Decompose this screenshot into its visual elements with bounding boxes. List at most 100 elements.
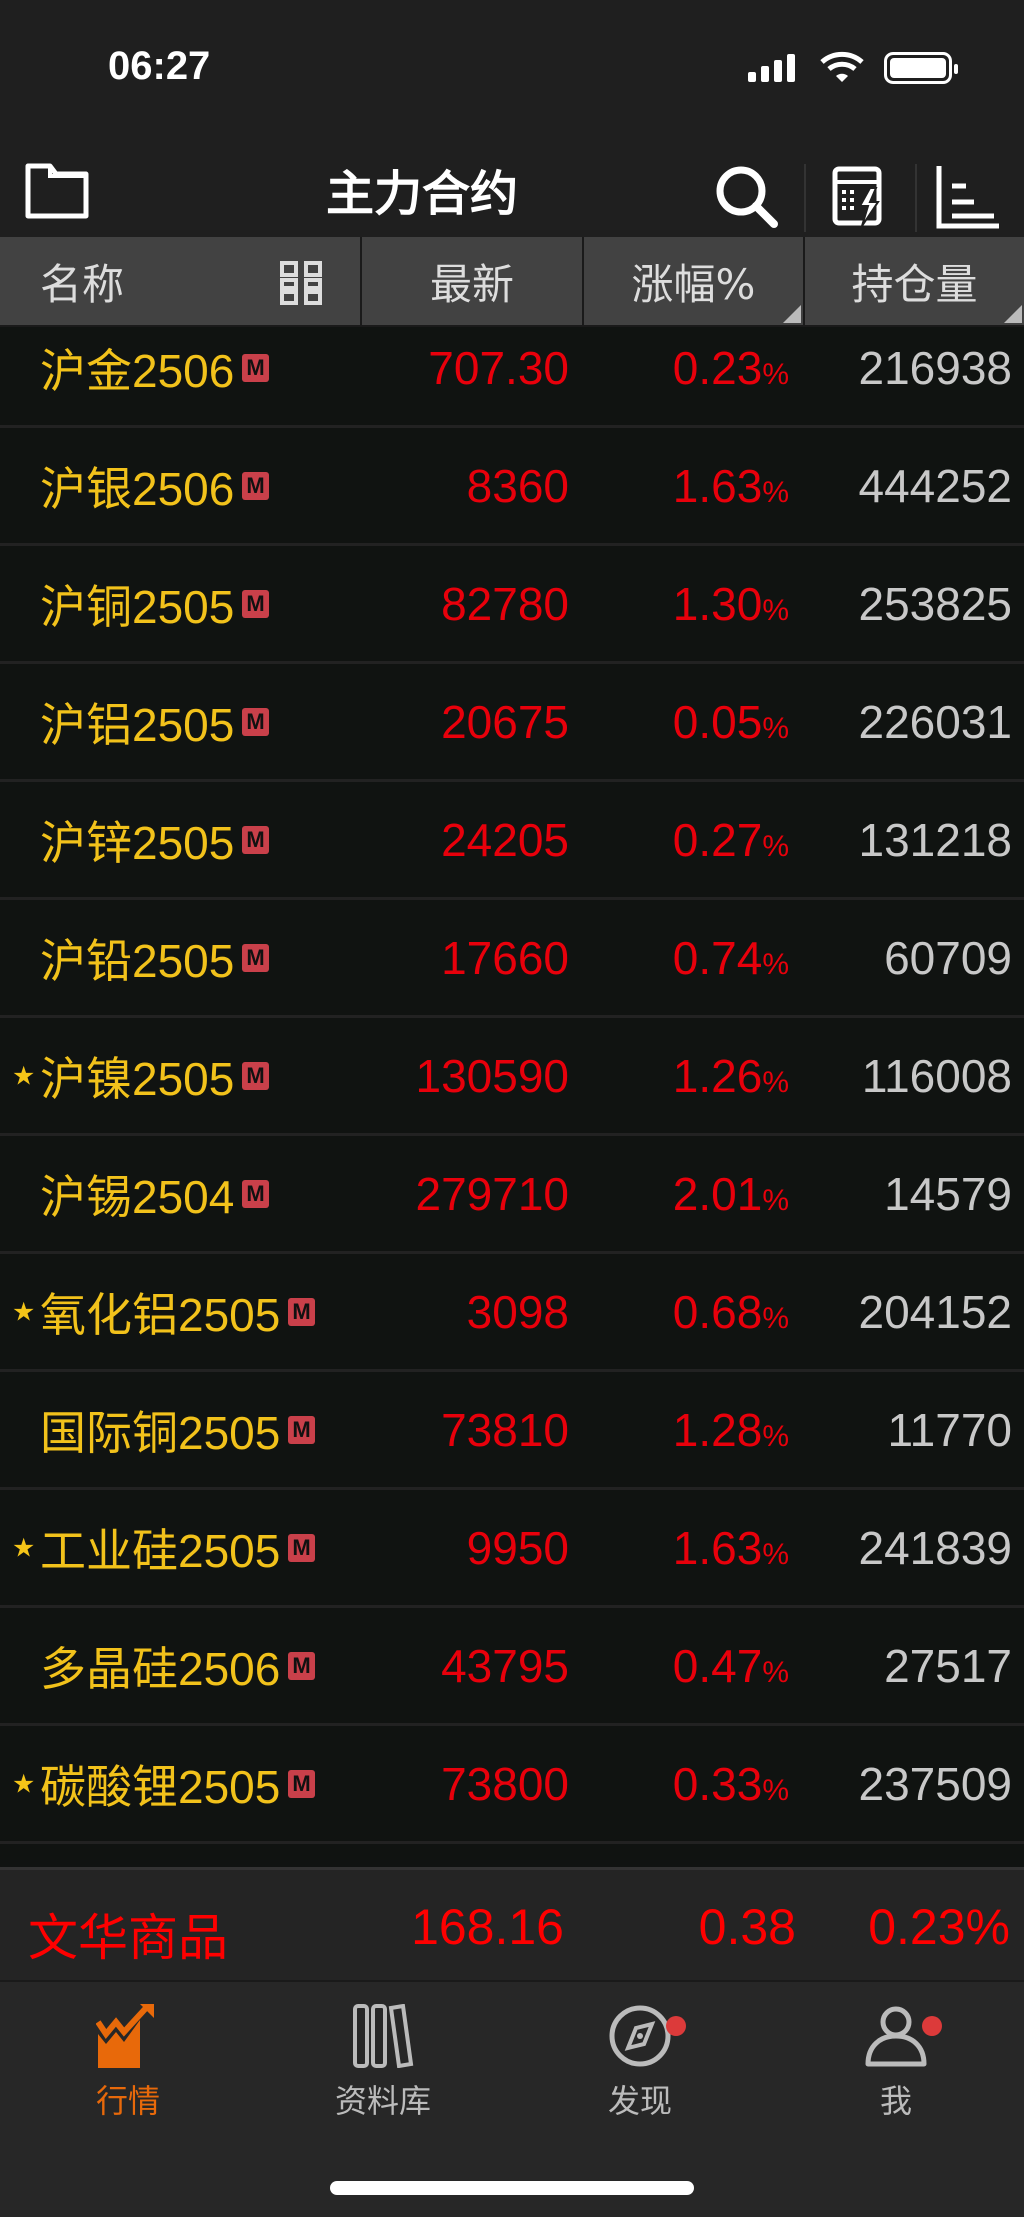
table-row[interactable]: ★ 氧化铝2505 M 3098 0.68% 204152 bbox=[0, 1254, 1024, 1372]
main-contract-badge: M bbox=[242, 471, 269, 500]
percent-unit: % bbox=[762, 593, 789, 627]
list-settings-icon[interactable] bbox=[934, 164, 1000, 230]
index-summary-bar[interactable]: 文华商品 168.16 0.38 0.23% bbox=[0, 1867, 1024, 1980]
table-row[interactable]: 沪锌2505 M 24205 0.27% 131218 bbox=[0, 782, 1024, 900]
calculator-icon[interactable] bbox=[832, 166, 888, 228]
change-value: 2.01 bbox=[672, 1167, 763, 1220]
last-price: 9950 bbox=[466, 1521, 569, 1574]
battery-icon bbox=[884, 52, 958, 84]
contract-name-text: 沪铜2505 bbox=[40, 580, 235, 633]
main-contract-badge: M bbox=[288, 1533, 315, 1562]
sort-indicator-icon bbox=[783, 305, 801, 323]
contract-name-text: 工业硅2505 bbox=[40, 1524, 281, 1577]
contract-name-text: 氧化铝2505 bbox=[40, 1288, 281, 1341]
change-pct: 1.63% bbox=[673, 459, 789, 513]
page-title: 主力合约 bbox=[325, 166, 518, 222]
table-row[interactable]: 沪铝2505 M 20675 0.05% 226031 bbox=[0, 664, 1024, 782]
column-header-open-interest[interactable]: 持仓量 bbox=[805, 237, 1024, 325]
folder-icon[interactable] bbox=[24, 162, 90, 220]
tab-label: 资料库 bbox=[334, 2082, 431, 2120]
open-interest: 60709 bbox=[884, 931, 1012, 984]
open-interest: 14579 bbox=[884, 1167, 1012, 1220]
change-pct: 1.28% bbox=[673, 1403, 789, 1457]
home-indicator[interactable] bbox=[330, 2181, 694, 2195]
sort-indicator-icon bbox=[1004, 305, 1022, 323]
nav-bar: 主力合约 bbox=[0, 140, 1024, 237]
main-contract-badge: M bbox=[288, 1651, 315, 1680]
main-contract-badge: M bbox=[242, 707, 269, 736]
table-row[interactable]: 沪银2506 M 8360 1.63% 444252 bbox=[0, 428, 1024, 546]
star-icon: ★ bbox=[12, 1060, 36, 1090]
change-pct: 0.05% bbox=[673, 695, 789, 749]
column-header-last[interactable]: 最新 bbox=[362, 237, 582, 325]
tab-discover[interactable]: 发现 bbox=[560, 2004, 720, 2122]
change-value: 1.28 bbox=[672, 1403, 763, 1456]
contract-list[interactable]: 沪金2506 M 707.30 0.23% 216938 沪银2506 M 8360 1.63%… bbox=[0, 327, 1024, 1867]
contract-name: 氧化铝2505 M bbox=[40, 1279, 315, 1345]
percent-unit: % bbox=[762, 475, 789, 509]
index-change-pct: 0.23% bbox=[868, 1899, 1010, 1955]
open-interest: 11770 bbox=[887, 1403, 1012, 1456]
open-interest: 131218 bbox=[858, 813, 1013, 866]
contract-name-text: 沪锡2504 bbox=[40, 1170, 235, 1223]
main-contract-badge: M bbox=[242, 353, 269, 382]
tab-quotes[interactable]: 行情 bbox=[48, 2004, 208, 2122]
percent-unit: % bbox=[762, 1773, 789, 1807]
change-pct: 1.63% bbox=[673, 1521, 789, 1575]
change-value: 0.27 bbox=[672, 813, 763, 866]
tab-me[interactable]: 我 bbox=[816, 2004, 976, 2122]
main-contract-badge: M bbox=[242, 1061, 269, 1090]
change-pct: 1.30% bbox=[673, 577, 789, 631]
last-price: 20675 bbox=[441, 695, 569, 748]
table-row[interactable]: ★ 沪镍2505 M 130590 1.26% 116008 bbox=[0, 1018, 1024, 1136]
open-interest: 444252 bbox=[858, 459, 1013, 512]
percent-unit: % bbox=[762, 947, 789, 981]
tab-label: 行情 bbox=[95, 2082, 160, 2120]
percent-unit: % bbox=[762, 1537, 789, 1571]
table-row[interactable]: ★ 工业硅2505 M 9950 1.63% 241839 bbox=[0, 1490, 1024, 1608]
open-interest: 237509 bbox=[858, 1757, 1013, 1810]
contract-name: 沪锌2505 M bbox=[40, 807, 269, 873]
table-row[interactable]: 沪锡2504 M 279710 2.01% 14579 bbox=[0, 1136, 1024, 1254]
contract-name: 多晶硅2506 M bbox=[40, 1633, 315, 1699]
main-contract-badge: M bbox=[242, 943, 269, 972]
main-contract-badge: M bbox=[288, 1297, 315, 1326]
last-price: 82780 bbox=[441, 577, 569, 630]
contract-name: 沪铅2505 M bbox=[40, 925, 269, 991]
table-row[interactable]: ★ 碳酸锂2505 M 73800 0.33% 237509 bbox=[0, 1726, 1024, 1844]
change-pct: 2.01% bbox=[673, 1167, 789, 1221]
change-pct: 0.47% bbox=[673, 1639, 789, 1693]
search-icon[interactable] bbox=[714, 164, 780, 230]
change-value: 1.30 bbox=[672, 577, 763, 630]
table-header: 名称 最新 涨幅% 持仓量 bbox=[0, 237, 1024, 327]
contract-name: 碳酸锂2505 M bbox=[40, 1751, 315, 1817]
column-header-name[interactable]: 名称 bbox=[0, 237, 360, 325]
qr-grid-icon[interactable] bbox=[280, 261, 324, 305]
change-value: 1.26 bbox=[672, 1049, 763, 1102]
main-contract-badge: M bbox=[288, 1415, 315, 1444]
table-row[interactable]: 沪铜2505 M 82780 1.30% 253825 bbox=[0, 546, 1024, 664]
percent-unit: % bbox=[762, 711, 789, 745]
notification-dot bbox=[666, 2016, 686, 2036]
contract-name: 沪金2506 M bbox=[40, 335, 269, 401]
tab-library[interactable]: 资料库 bbox=[303, 2004, 463, 2122]
wifi-icon bbox=[820, 51, 864, 82]
table-row[interactable]: 国际铜2505 M 73810 1.28% 11770 bbox=[0, 1372, 1024, 1490]
last-price: 3098 bbox=[466, 1285, 569, 1338]
table-row[interactable]: 沪铅2505 M 17660 0.74% 60709 bbox=[0, 900, 1024, 1018]
column-header-change[interactable]: 涨幅% bbox=[584, 237, 803, 325]
percent-unit: % bbox=[762, 1419, 789, 1453]
change-value: 0.68 bbox=[672, 1285, 763, 1338]
contract-name: 沪银2506 M bbox=[40, 453, 269, 519]
table-row[interactable]: 多晶硅2506 M 43795 0.47% 27517 bbox=[0, 1608, 1024, 1726]
change-value: 0.33 bbox=[672, 1757, 763, 1810]
star-icon: ★ bbox=[12, 1768, 36, 1798]
star-icon: ★ bbox=[12, 1532, 36, 1562]
percent-unit: % bbox=[762, 1301, 789, 1335]
change-value: 0.05 bbox=[672, 695, 763, 748]
signal-icon bbox=[748, 54, 795, 82]
contract-name-text: 沪锌2505 bbox=[40, 816, 235, 869]
table-row[interactable]: 沪金2506 M 707.30 0.23% 216938 bbox=[0, 327, 1024, 428]
contract-name-text: 碳酸锂2505 bbox=[40, 1760, 281, 1813]
change-value: 1.63 bbox=[672, 459, 763, 512]
